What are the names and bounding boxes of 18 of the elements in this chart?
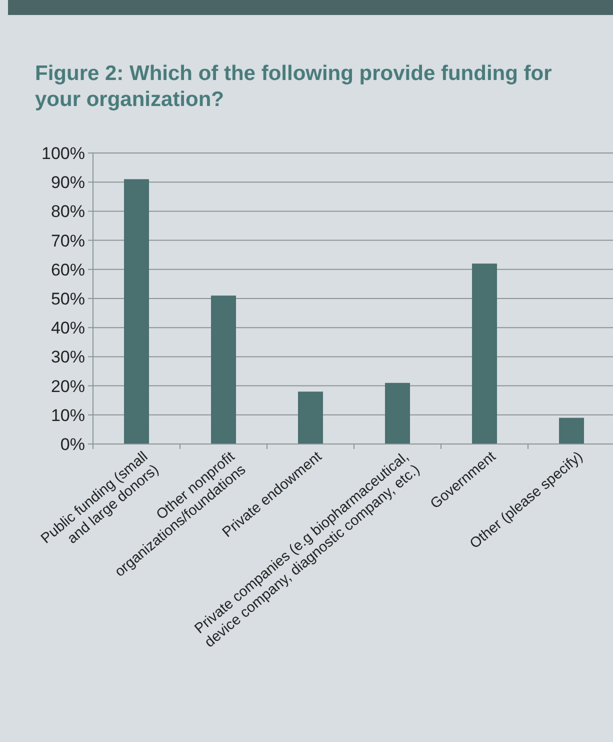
y-tick-label: 60% — [50, 260, 85, 280]
y-tick-label: 10% — [50, 406, 85, 425]
bar — [385, 382, 410, 444]
y-tick-label: 30% — [50, 348, 85, 367]
y-tick-label: 90% — [50, 173, 85, 192]
y-tick-label: 80% — [50, 202, 85, 222]
y-tick-label: 0% — [60, 434, 85, 454]
y-tick-label: 20% — [50, 376, 85, 396]
bar — [559, 418, 584, 444]
y-tick-label: 70% — [50, 231, 85, 250]
chart-title: Figure 2: Which of the following provide funding for your organization? — [35, 62, 552, 111]
bar — [211, 296, 236, 444]
y-tick-label: 40% — [50, 318, 85, 338]
bar — [298, 392, 323, 444]
y-tick-label: 50% — [50, 289, 85, 308]
y-tick-label: 100% — [42, 144, 85, 163]
bar — [124, 179, 149, 444]
bar — [472, 264, 497, 444]
